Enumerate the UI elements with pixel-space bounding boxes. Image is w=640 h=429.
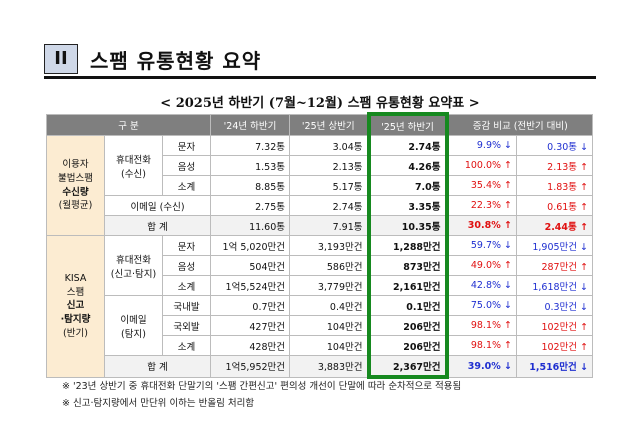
table-row: KISA 스팸 신고 ·탐지량 (반기) 휴대전화 (신고·탐지) 문자 1억 5…	[46, 235, 594, 378]
total-row: 합 계 11.60통 7.91통 10.35통 30.8% ↑ 2.44통 ↑	[46, 215, 594, 236]
table-title: < 2025년 하반기 (7월~12월) 스팸 유통현황 요약표 >	[160, 96, 480, 111]
heading-rule	[44, 76, 596, 79]
header-25h2: '25년 하반기	[366, 112, 449, 136]
header-category: 구 분	[45, 113, 212, 136]
group1-label: 이용자 불법스팸 수신량 (월평균)	[46, 135, 105, 236]
total-row: 합 계 1억5,952만건 3,883만건 2,367만건 39.0% ↓ 1,…	[46, 355, 594, 379]
group2-email-label: 이메일 (탐지)	[104, 295, 163, 356]
group2-phone-label: 휴대전화 (신고·탐지)	[104, 235, 163, 296]
table-row: 이메일 (탐지) 국내발 0.7만건 0.4만건 0.1만건 75.0% ↓ 0.…	[47, 295, 594, 356]
section-number: II	[44, 44, 78, 74]
footnote: ※ '23년 상반기 중 휴대전화 단말기의 '스팸 간편신고' 편의성 개선이…	[62, 381, 462, 392]
header-row: 구 분 '24년 하반기 '25년 상반기 '25년 하반기 증감 비교 (전반…	[45, 112, 594, 136]
table-row: 소계 8.85통 5.17통 7.0통 35.4% ↑ 1.83통 ↑	[47, 175, 594, 196]
group1-phone-label: 휴대전화 (수신)	[104, 135, 163, 196]
footnote: ※ 신고·탐지량에서 만단위 이하는 반올림 처리함	[62, 398, 255, 409]
table-row: 이메일 (수신) 2.75통 2.74통 3.35통 22.3% ↑ 0.61통…	[47, 195, 594, 216]
group2-label: KISA 스팸 신고 ·탐지량 (반기)	[46, 235, 105, 378]
table-row: 소계 428만건 104만건 206만건 98.1% ↑ 102만건 ↑	[47, 335, 594, 356]
table-row: 음성 504만건 586만건 873만건 49.0% ↑ 287만건 ↑	[47, 255, 594, 276]
section-title: 스팸 유통현황 요약	[90, 49, 262, 73]
header-25h1: '25년 상반기	[289, 113, 370, 136]
header-24h2: '24년 하반기	[210, 113, 291, 136]
summary-table: 구 분 '24년 하반기 '25년 상반기 '25년 하반기 증감 비교 (전반…	[45, 112, 594, 379]
table-row: 이용자 불법스팸 수신량 (월평균) 휴대전화 (수신) 문자 7.32통 3.0…	[46, 135, 594, 236]
section-heading: II 스팸 유통현황 요약	[44, 44, 596, 79]
header-compare: 증감 비교 (전반기 대비)	[446, 113, 594, 136]
footnotes: ※ '23년 상반기 중 휴대전화 단말기의 '스팸 간편신고' 편의성 개선이…	[62, 378, 461, 412]
table-row: 소계 1억5,524만건 3,779만건 2,161만건 42.8% ↓ 1,6…	[47, 275, 594, 296]
